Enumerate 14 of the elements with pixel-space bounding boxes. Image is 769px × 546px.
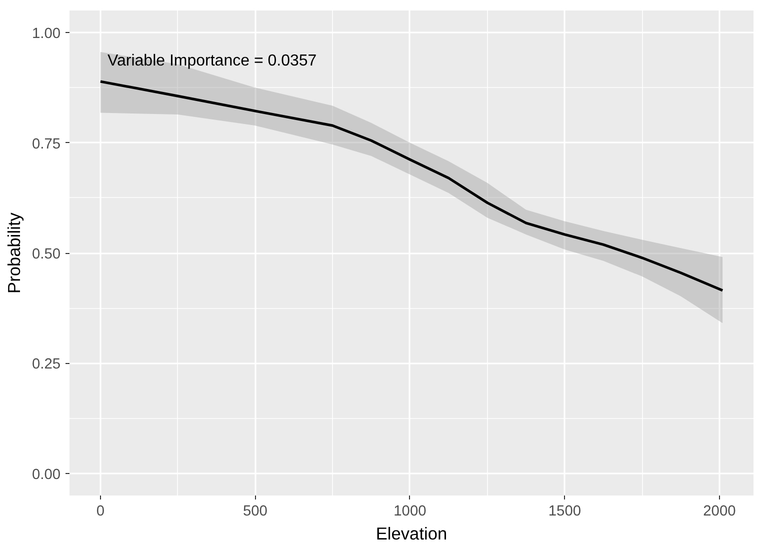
- x-axis-title: Elevation: [376, 524, 448, 544]
- line-series: [99, 80, 724, 292]
- x-tick-label: 0: [96, 504, 105, 520]
- x-tick-label: 1000: [394, 504, 426, 520]
- x-tick-label: 500: [242, 504, 268, 520]
- x-tick-label: 1500: [548, 504, 582, 520]
- annotation: Variable Importance = 0.0357: [108, 52, 317, 70]
- y-tick-label: 0.75: [32, 136, 61, 152]
- y-tick-label: 1.00: [32, 26, 61, 42]
- x-tick-label: 2000: [703, 504, 736, 520]
- y-tick-label: 0.50: [32, 246, 61, 262]
- y-tick-label: 0.25: [32, 356, 61, 373]
- y-axis-title: Probability: [4, 212, 24, 294]
- y-tick-label: 0.00: [32, 466, 61, 483]
